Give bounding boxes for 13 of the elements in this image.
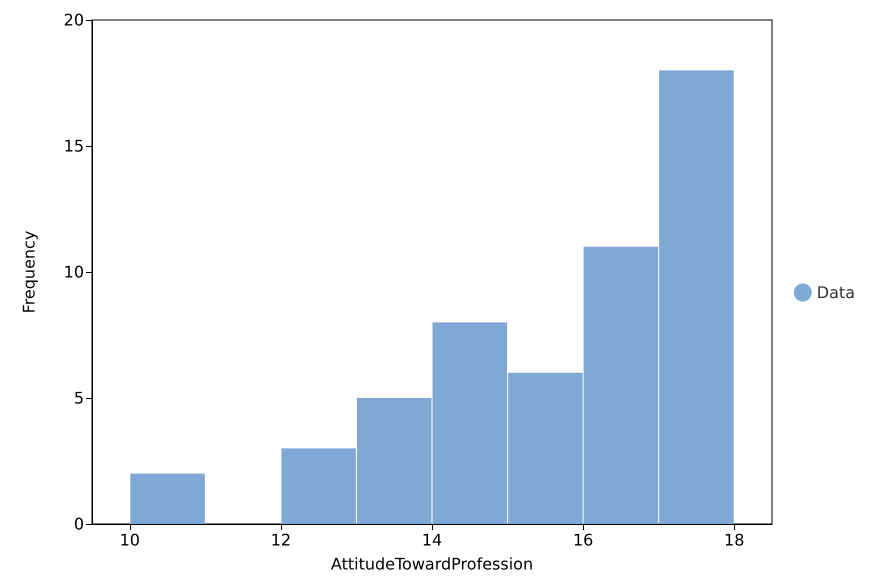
x-axis-title: AttitudeTowardProfession [330, 554, 534, 574]
x-tick-label: 16 [572, 530, 594, 550]
y-axis-title: Frequency [20, 230, 38, 314]
x-tick-label: 18 [724, 530, 744, 550]
x-tick-label: 14 [422, 530, 442, 550]
y-tick-label: 5 [74, 388, 84, 408]
legend-label: Data [816, 283, 855, 302]
y-tick-label: 20 [64, 10, 84, 30]
y-tick-label: 10 [64, 262, 84, 282]
y-tick-label: 0 [74, 514, 84, 534]
x-tick-label: 12 [270, 530, 292, 550]
x-tick-label: 10 [120, 530, 140, 550]
y-tick-label: 15 [64, 136, 84, 156]
